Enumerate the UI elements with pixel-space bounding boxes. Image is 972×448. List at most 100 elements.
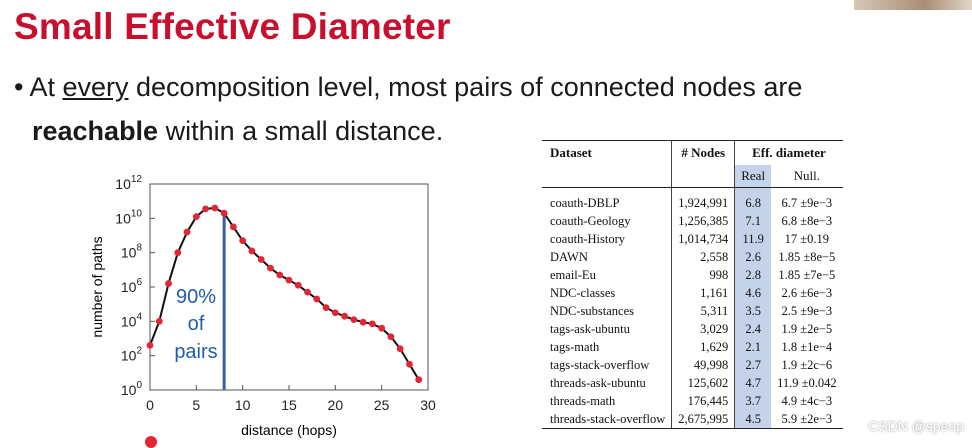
header-null: Null. xyxy=(771,165,843,188)
table-row: threads-math 176,445 3.7 4.9 ±4c−3 xyxy=(542,392,843,410)
data-point xyxy=(294,281,302,289)
dataset-cell: NDC-classes xyxy=(542,284,673,302)
data-point xyxy=(165,280,172,287)
data-point xyxy=(406,360,413,368)
null-diameter-cell: 1.9 ±2e−5 xyxy=(781,322,833,336)
y-axis-label: number of paths xyxy=(89,236,105,337)
path-length-chart: 100 102 104 106 108 1010 1012 0 5 10 15 20 25 30 90%… xyxy=(89,174,436,438)
bullet-text-tail: within a small distance. xyxy=(158,116,444,146)
table-row: tags-ask-ubuntu 3,029 2.4 1.9 ±2e−5 xyxy=(542,320,843,338)
null-diameter-cell: 1.85 ±8e−5 xyxy=(778,250,836,264)
bullet-text-post: decomposition level, most pairs of conne… xyxy=(128,72,803,102)
real-diameter-cell: 2.8 xyxy=(734,266,772,284)
data-point xyxy=(211,204,219,212)
x-tick-label: 20 xyxy=(328,397,344,413)
y-tick-label: 1012 xyxy=(115,174,142,192)
x-axis-label: distance (hops) xyxy=(241,422,337,438)
nodes-cell: 1,924,991 xyxy=(671,187,736,212)
table-row: coauth-History 1,014,734 11.9 17 ±0.19 xyxy=(542,230,843,248)
data-point xyxy=(248,247,256,255)
header-nodes: # Nodes xyxy=(671,140,736,165)
nodes-cell: 176,445 xyxy=(671,392,736,410)
table-row: NDC-classes 1,161 4.6 2.6 ±6e−3 xyxy=(542,284,843,302)
null-diameter-cell: 2.6 ±6e−3 xyxy=(781,286,833,300)
dataset-cell: threads-math xyxy=(542,392,673,410)
x-tick-label: 25 xyxy=(374,397,390,413)
dataset-cell: DAWN xyxy=(542,248,673,266)
null-diameter-cell: 11.9 ±0.042 xyxy=(777,376,837,390)
dataset-cell: coauth-History xyxy=(542,230,673,248)
dataset-cell: tags-math xyxy=(542,338,673,356)
watermark: CSDN @speop xyxy=(868,418,964,434)
dataset-cell: tags-ask-ubuntu xyxy=(542,320,673,338)
table-row: DAWN 2,558 2.6 1.85 ±8e−5 xyxy=(542,248,843,266)
header-eff-diameter: Eff. diameter xyxy=(734,140,843,165)
real-diameter-cell: 2.4 xyxy=(734,320,772,338)
real-diameter-cell: 2.1 xyxy=(734,338,772,356)
annotation-pairs: pairs xyxy=(174,341,217,363)
y-tick-label: 102 xyxy=(121,346,143,364)
data-point xyxy=(257,256,265,263)
nodes-cell: 3,029 xyxy=(671,320,736,338)
table-row: tags-stack-overflow 49,998 2.7 1.9 ±2c−6 xyxy=(542,356,843,374)
data-point xyxy=(331,309,339,317)
header-dataset: Dataset xyxy=(542,140,673,165)
table-row: NDC-substances 5,311 3.5 2.5 ±9e−3 xyxy=(542,302,843,320)
data-point xyxy=(174,249,182,257)
y-tick-label: 106 xyxy=(121,277,143,295)
bullet-line-2: reachable within a small distance. xyxy=(32,116,443,147)
x-tick-label: 0 xyxy=(146,397,154,413)
data-point xyxy=(322,304,330,311)
laser-pointer-dot xyxy=(145,436,157,448)
real-diameter-cell: 3.7 xyxy=(734,392,772,410)
nodes-cell: 49,998 xyxy=(671,356,736,374)
bullet-text-underlined: every xyxy=(62,72,129,102)
table-row: coauth-Geology 1,256,385 7.1 6.8 ±8e−3 xyxy=(542,212,843,230)
nodes-cell: 2,558 xyxy=(671,248,736,266)
dataset-cell: threads-ask-ubuntu xyxy=(542,374,673,392)
nodes-cell: 1,161 xyxy=(671,284,736,302)
nodes-cell: 125,602 xyxy=(671,374,736,392)
real-diameter-cell: 11.9 xyxy=(734,230,772,248)
nodes-cell: 1,629 xyxy=(671,338,736,356)
nodes-cell: 998 xyxy=(671,266,736,284)
x-tick-label: 15 xyxy=(281,397,297,413)
header-real: Real xyxy=(734,165,772,188)
real-diameter-cell: 2.6 xyxy=(734,248,772,266)
y-tick-label: 104 xyxy=(121,311,143,329)
y-tick-label: 100 xyxy=(121,380,143,398)
data-point xyxy=(396,345,404,353)
dataset-cell: coauth-DBLP xyxy=(542,187,673,212)
table-row: threads-stack-overflow 2,675,995 4.5 5.9 ±2… xyxy=(542,410,843,429)
data-point xyxy=(369,320,376,328)
real-diameter-cell: 6.8 xyxy=(734,187,772,212)
data-point xyxy=(230,223,237,231)
data-point xyxy=(155,317,163,325)
data-point xyxy=(276,271,284,279)
dataset-cell: email-Eu xyxy=(542,266,673,284)
annotation-90-percent: 90% xyxy=(176,286,216,308)
data-point xyxy=(220,209,228,217)
x-tick-label: 10 xyxy=(235,397,251,413)
null-diameter-cell: 1.9 ±2c−6 xyxy=(781,358,833,372)
slide-title: Small Effective Diameter xyxy=(14,6,451,47)
real-diameter-cell: 4.5 xyxy=(734,410,772,429)
table-row: threads-ask-ubuntu 125,602 4.7 11.9 ±0.042 xyxy=(542,374,843,392)
data-point xyxy=(146,341,154,349)
dataset-cell: NDC-substances xyxy=(542,302,673,320)
data-point xyxy=(341,312,348,320)
nodes-cell: 2,675,995 xyxy=(671,410,736,429)
annotation-of: of xyxy=(188,313,205,335)
null-diameter-cell: 6.7 ±9e−3 xyxy=(781,196,833,210)
dataset-cell: tags-stack-overflow xyxy=(542,356,673,374)
dataset-cell: threads-stack-overflow xyxy=(542,410,673,429)
data-points xyxy=(146,204,423,384)
real-diameter-cell: 7.1 xyxy=(734,212,772,230)
y-tick-label: 108 xyxy=(121,243,143,261)
null-diameter-cell: 1.85 ±7e−5 xyxy=(778,268,836,282)
data-point xyxy=(285,276,293,284)
data-point xyxy=(378,324,386,332)
null-diameter-cell: 2.5 ±9e−3 xyxy=(781,304,833,318)
x-axis-ticks: 0 5 10 15 20 25 30 xyxy=(146,385,436,413)
bullet-line-1: • At every decomposition level, most pai… xyxy=(14,72,802,103)
